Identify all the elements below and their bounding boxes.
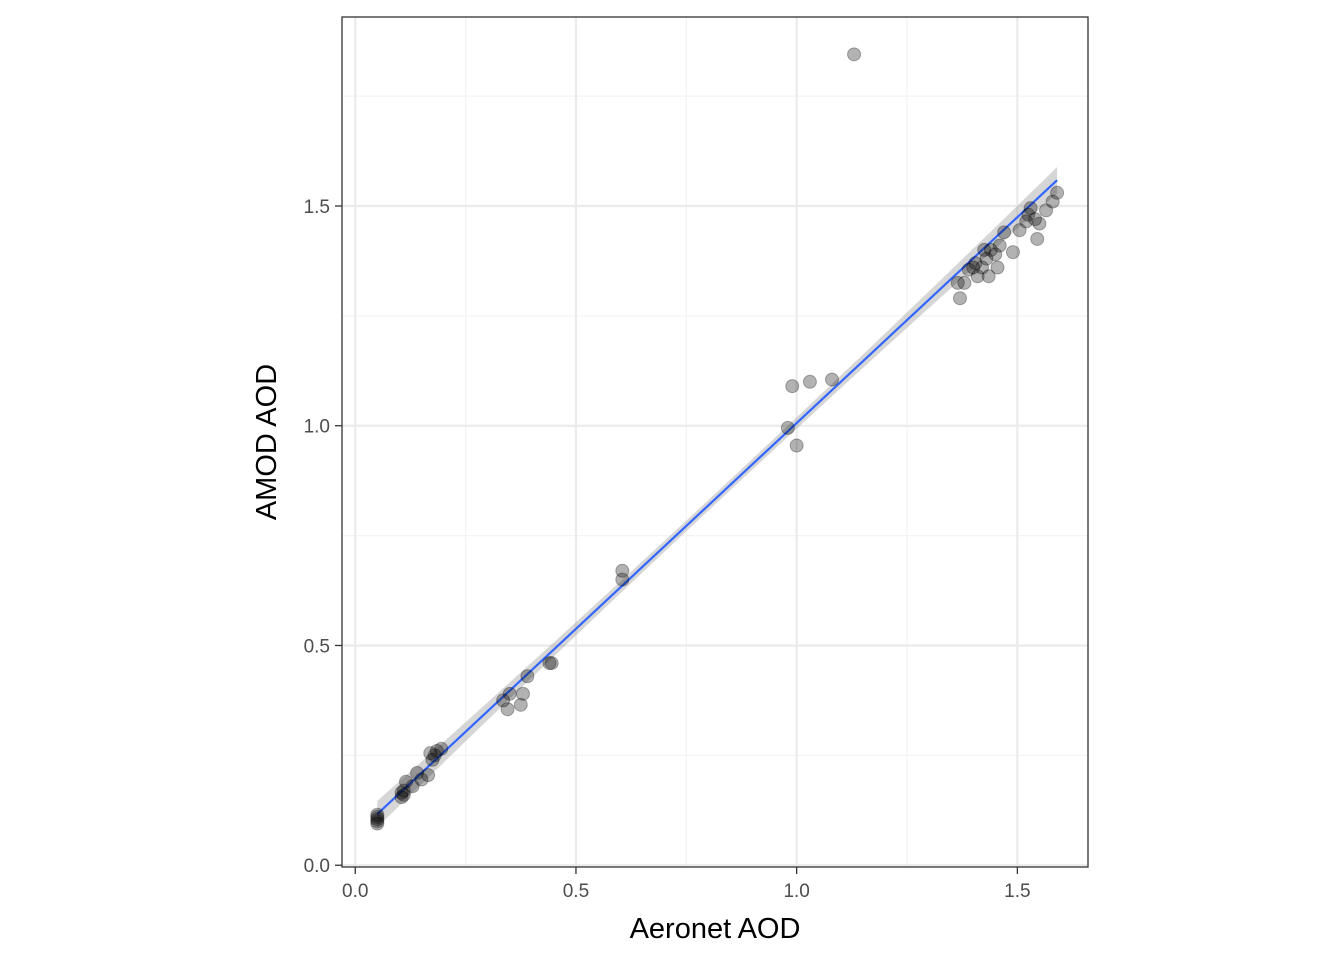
data-point <box>975 260 990 275</box>
x-tick-label: 1.0 <box>783 881 809 902</box>
data-point <box>370 812 385 827</box>
x-axis-ticks: 0.0 0.5 1.0 1.5 <box>342 867 1031 902</box>
data-point <box>1039 203 1054 218</box>
data-point <box>1021 207 1036 222</box>
data-point <box>983 242 998 257</box>
data-point <box>1045 194 1060 209</box>
data-point <box>394 790 409 805</box>
data-point <box>1012 223 1027 238</box>
data-point <box>990 260 1005 275</box>
plot-background <box>342 17 1088 867</box>
data-point <box>502 686 517 701</box>
data-point <box>615 572 630 587</box>
data-point <box>544 656 559 671</box>
data-point <box>981 269 996 284</box>
data-point <box>952 291 967 306</box>
data-point <box>1028 212 1043 227</box>
data-point <box>370 807 385 822</box>
data-point <box>370 809 385 824</box>
data-point <box>1032 216 1047 231</box>
data-point <box>425 752 440 767</box>
data-point <box>970 269 985 284</box>
data-point <box>515 686 530 701</box>
data-point <box>966 260 981 275</box>
data-points <box>370 47 1065 831</box>
y-tick-label: 0.0 <box>304 856 330 877</box>
data-point <box>979 251 994 266</box>
data-point <box>847 47 862 62</box>
data-point <box>434 741 449 756</box>
data-point <box>396 783 411 798</box>
data-point <box>513 697 528 712</box>
data-point <box>496 693 511 708</box>
data-point <box>394 785 409 800</box>
data-point <box>977 242 992 257</box>
data-point <box>500 702 515 717</box>
data-point <box>520 669 535 684</box>
data-point <box>429 743 444 758</box>
data-point <box>780 420 795 435</box>
data-point <box>997 225 1012 240</box>
data-point <box>992 238 1007 253</box>
data-point <box>396 787 411 802</box>
y-axis-ticks: 0.0 0.5 1.0 1.5 <box>304 197 342 877</box>
data-point <box>370 816 385 831</box>
data-point <box>615 563 630 578</box>
x-tick-label: 1.5 <box>1004 881 1030 902</box>
data-point <box>410 765 425 780</box>
y-tick-label: 0.5 <box>304 636 330 657</box>
data-point <box>957 275 972 290</box>
data-point <box>968 256 983 271</box>
minor-gridlines <box>342 17 1088 867</box>
x-tick-label: 0.0 <box>342 881 368 902</box>
data-point <box>427 748 442 763</box>
data-point <box>1005 245 1020 260</box>
data-point <box>423 746 438 761</box>
data-point <box>542 656 557 671</box>
fit-line-layer <box>376 179 1058 815</box>
x-tick-label: 0.5 <box>563 881 589 902</box>
data-point <box>1050 185 1065 200</box>
data-point <box>421 768 436 783</box>
data-point <box>789 438 804 453</box>
data-point <box>961 262 976 277</box>
data-point <box>414 772 429 787</box>
x-axis-title: Aeronet AOD <box>630 913 801 945</box>
y-axis-title: AMOD AOD <box>251 364 283 520</box>
plot-border <box>341 16 1089 868</box>
regression-line <box>376 179 1058 815</box>
data-point <box>785 379 800 394</box>
major-gridlines <box>342 17 1088 867</box>
data-point <box>405 779 420 794</box>
data-point <box>950 275 965 290</box>
y-tick-label: 1.5 <box>304 197 330 218</box>
y-tick-label: 1.0 <box>304 417 330 438</box>
data-point <box>1030 231 1045 246</box>
data-point <box>988 247 1003 262</box>
data-point <box>1019 214 1034 229</box>
data-point <box>399 774 414 789</box>
data-point <box>802 374 817 389</box>
data-point <box>370 814 385 829</box>
data-point <box>824 372 839 387</box>
data-point <box>1023 201 1038 216</box>
